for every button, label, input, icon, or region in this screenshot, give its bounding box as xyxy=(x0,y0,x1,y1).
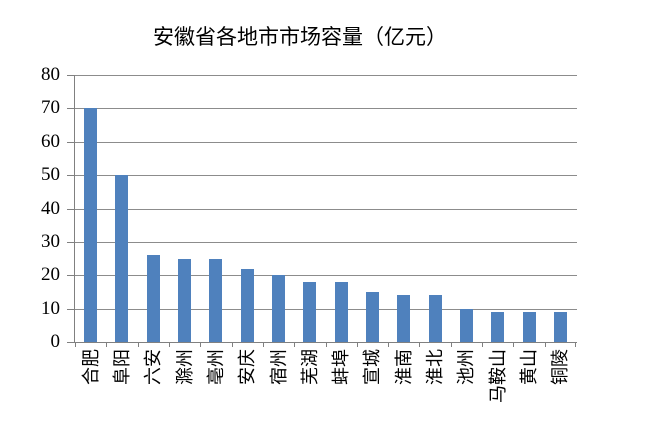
y-axis-label: 50 xyxy=(41,164,60,185)
x-axis-tick xyxy=(419,342,420,347)
x-axis-tick xyxy=(545,342,546,347)
x-axis-tick xyxy=(294,342,295,347)
x-axis-tick xyxy=(138,342,139,347)
x-axis-label-淮北: 淮北 xyxy=(425,349,446,385)
x-axis-label-亳州: 亳州 xyxy=(205,349,226,385)
y-axis-label: 10 xyxy=(41,298,60,319)
y-axis-label: 40 xyxy=(41,198,60,219)
bar-铜陵 xyxy=(553,312,567,342)
x-axis-tick xyxy=(232,342,233,347)
bar-淮北 xyxy=(428,295,442,342)
y-axis-tick xyxy=(67,175,75,176)
bar-池州 xyxy=(459,309,473,342)
gridline-y-60 xyxy=(75,141,577,143)
bar-宣城 xyxy=(365,292,379,342)
x-axis-tick xyxy=(482,342,483,347)
x-axis-tick xyxy=(169,342,170,347)
gridline-y-20 xyxy=(75,275,577,277)
bar-淮南 xyxy=(397,295,411,342)
x-axis-tick xyxy=(106,342,107,347)
y-axis-tick xyxy=(67,75,75,76)
gridline-y-30 xyxy=(75,241,577,243)
y-axis-tick xyxy=(67,209,75,210)
x-axis-label-阜阳: 阜阳 xyxy=(111,349,132,385)
x-axis-label-黄山: 黄山 xyxy=(519,349,540,385)
y-axis-label: 60 xyxy=(41,131,60,152)
y-axis-tick xyxy=(67,142,75,143)
x-axis-label-池州: 池州 xyxy=(456,349,477,385)
bar-宿州 xyxy=(272,275,286,342)
x-axis-label-芜湖: 芜湖 xyxy=(299,349,320,385)
x-axis-label-蚌埠: 蚌埠 xyxy=(331,349,352,385)
gridline-y-40 xyxy=(75,208,577,210)
x-axis-tick xyxy=(75,342,76,347)
x-axis-label-马鞍山: 马鞍山 xyxy=(487,349,508,403)
chart-title: 安徽省各地市市场容量（亿元） xyxy=(153,25,447,49)
bar-滁州 xyxy=(178,259,192,342)
bar-合肥 xyxy=(84,108,98,342)
x-axis-tick xyxy=(388,342,389,347)
x-axis-label-滁州: 滁州 xyxy=(174,349,195,385)
bar-亳州 xyxy=(209,259,223,342)
y-axis-tick xyxy=(67,275,75,276)
y-axis-label: 0 xyxy=(50,331,61,352)
x-axis-tick xyxy=(326,342,327,347)
y-axis-tick xyxy=(67,309,75,310)
gridline-y-70 xyxy=(75,108,577,110)
x-axis-tick xyxy=(575,342,576,347)
x-axis-tick xyxy=(513,342,514,347)
plot-area xyxy=(74,75,577,343)
bar-六安 xyxy=(146,255,160,342)
y-axis-tick xyxy=(67,342,75,343)
x-axis-tick xyxy=(357,342,358,347)
y-axis-label: 20 xyxy=(41,264,60,285)
x-axis-tick xyxy=(200,342,201,347)
gridline-y-50 xyxy=(75,175,577,177)
x-axis-tick xyxy=(263,342,264,347)
x-axis-tick xyxy=(451,342,452,347)
gridline-y-80 xyxy=(75,75,577,76)
x-axis-label-淮南: 淮南 xyxy=(393,349,414,385)
bar-蚌埠 xyxy=(334,282,348,342)
x-axis-label-合肥: 合肥 xyxy=(80,349,101,385)
bar-阜阳 xyxy=(115,175,129,342)
y-axis-label: 30 xyxy=(41,231,60,252)
y-axis-tick xyxy=(67,108,75,109)
x-axis-label-安庆: 安庆 xyxy=(237,349,258,385)
bar-马鞍山 xyxy=(491,312,505,342)
gridline-y-10 xyxy=(75,308,577,310)
y-axis-label: 70 xyxy=(41,97,60,118)
y-axis-tick xyxy=(67,242,75,243)
x-axis-label-宣城: 宣城 xyxy=(362,349,383,385)
x-axis-label-六安: 六安 xyxy=(143,349,164,385)
bar-黄山 xyxy=(522,312,536,342)
x-axis-label-铜陵: 铜陵 xyxy=(550,349,571,385)
x-axis-label-宿州: 宿州 xyxy=(268,349,289,385)
bar-芜湖 xyxy=(303,282,317,342)
y-axis-label: 80 xyxy=(41,64,60,85)
bar-安庆 xyxy=(240,269,254,342)
